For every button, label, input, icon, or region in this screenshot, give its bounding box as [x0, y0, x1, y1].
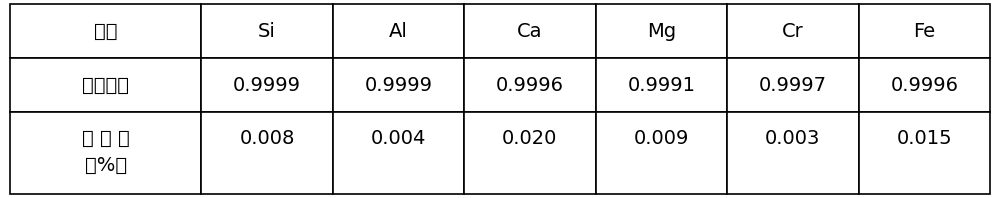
Bar [201, 58, 333, 112]
Text: 检 出 限: 检 出 限 [82, 129, 130, 148]
Bar [596, 112, 727, 194]
Text: Al: Al [389, 22, 408, 41]
Bar [201, 4, 333, 58]
Bar [10, 112, 201, 194]
Text: 0.9991: 0.9991 [627, 76, 695, 95]
Text: Mg: Mg [647, 22, 676, 41]
Bar [10, 4, 201, 58]
Text: 0.009: 0.009 [634, 129, 689, 148]
Bar [333, 4, 464, 58]
Bar [201, 112, 333, 194]
Text: 0.015: 0.015 [896, 129, 952, 148]
Bar [464, 112, 596, 194]
Bar [727, 4, 859, 58]
Text: 0.004: 0.004 [371, 129, 426, 148]
Text: 0.9997: 0.9997 [759, 76, 827, 95]
Text: 0.003: 0.003 [765, 129, 821, 148]
Bar [464, 4, 596, 58]
Text: 0.9999: 0.9999 [364, 76, 432, 95]
Text: 0.9999: 0.9999 [233, 76, 301, 95]
Text: （%）: （%） [85, 156, 127, 175]
Text: Cr: Cr [782, 22, 804, 41]
Text: 0.9996: 0.9996 [890, 76, 958, 95]
Bar [727, 112, 859, 194]
Text: 0.020: 0.020 [502, 129, 558, 148]
Bar [727, 58, 859, 112]
Text: Si: Si [258, 22, 276, 41]
Bar [596, 4, 727, 58]
Bar [464, 58, 596, 112]
Bar [859, 4, 990, 58]
Bar [596, 58, 727, 112]
Bar [333, 112, 464, 194]
Text: 0.9996: 0.9996 [496, 76, 564, 95]
Text: 元素: 元素 [94, 22, 117, 41]
Bar [859, 58, 990, 112]
Bar [10, 58, 201, 112]
Text: 0.008: 0.008 [239, 129, 295, 148]
Bar [333, 58, 464, 112]
Text: 相关系数: 相关系数 [82, 76, 129, 95]
Text: Fe: Fe [913, 22, 935, 41]
Bar [859, 112, 990, 194]
Text: Ca: Ca [517, 22, 543, 41]
